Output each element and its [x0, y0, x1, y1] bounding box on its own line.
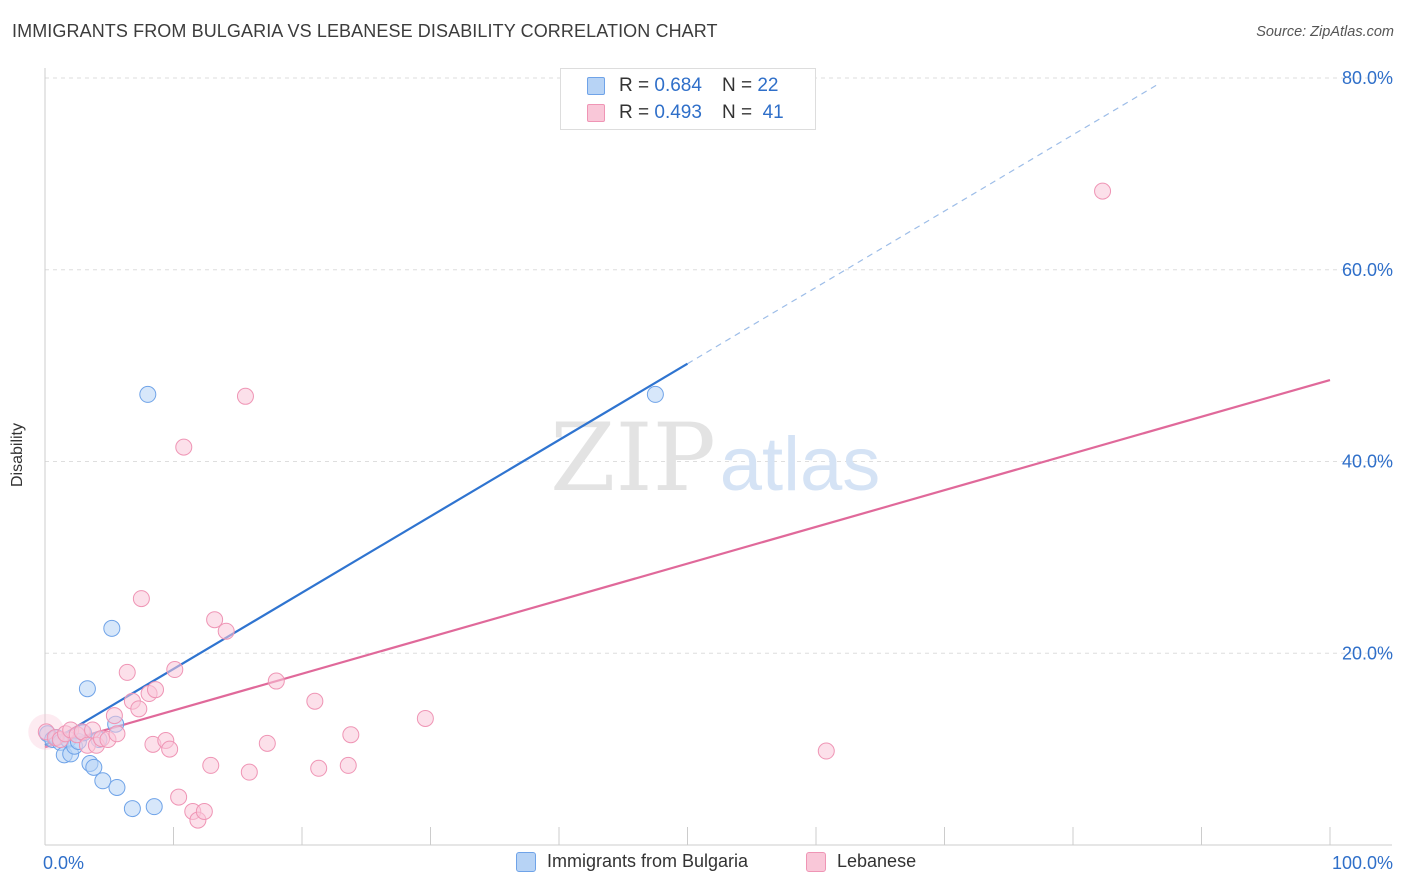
trend-lines — [44, 84, 1331, 749]
bulgaria-point — [85, 758, 103, 776]
lebanese-point — [206, 611, 224, 629]
lebanese-point — [342, 726, 360, 744]
y-tick-label: 40.0% — [1342, 452, 1393, 472]
y-tick-label: 80.0% — [1342, 68, 1393, 88]
lebanese-point — [258, 734, 276, 752]
bulgaria-point — [123, 800, 141, 818]
lebanese-point — [267, 672, 285, 690]
x-tick-label: 100.0% — [1332, 853, 1393, 873]
r-label: R = — [619, 75, 650, 96]
y-tick-labels: 20.0% 40.0% 60.0% 80.0% — [1342, 68, 1393, 663]
lebanese-point — [416, 709, 434, 727]
bulgaria-point — [94, 772, 112, 790]
chart-title: IMMIGRANTS FROM BULGARIA VS LEBANESE DIS… — [12, 21, 718, 41]
bulgaria-legend-swatch — [516, 851, 536, 872]
x-tick-labels: 0.0% 100.0% — [43, 853, 1393, 873]
lebanese-point — [105, 707, 123, 725]
r-value: 0.493 — [654, 102, 702, 123]
bulgaria-point — [139, 385, 157, 403]
n-value: 22 — [757, 75, 779, 96]
gridlines — [45, 77, 1392, 654]
lebanese-point — [195, 802, 213, 820]
lebanese-point — [236, 387, 254, 405]
n-label: N = — [721, 102, 753, 123]
lebanese-point — [161, 740, 179, 758]
watermark-atlas: atlas — [720, 422, 881, 507]
bulgaria-trend-line-extension — [687, 84, 1157, 365]
legend-row-bulgaria: R = 0.684 N = 22 — [587, 73, 778, 99]
lebanese-point — [310, 759, 328, 777]
lebanese-point — [166, 661, 184, 679]
lebanese-point — [108, 725, 126, 743]
lebanese-point — [118, 663, 136, 681]
lebanese-swatch — [587, 104, 605, 122]
watermark-zip: ZIP — [550, 404, 716, 513]
lebanese-legend-swatch — [806, 851, 826, 872]
lebanese-point — [339, 756, 357, 774]
lebanese-point — [217, 622, 235, 640]
bulgaria-trend-line — [44, 362, 689, 747]
r-value: 0.684 — [654, 75, 702, 96]
lebanese-point — [170, 788, 188, 806]
watermark: ZIP atlas — [550, 404, 880, 513]
bulgaria-point — [108, 778, 126, 796]
lebanese-point — [175, 438, 193, 456]
bulgaria-point — [646, 385, 664, 403]
bulgaria-point — [78, 680, 96, 698]
y-axis-label: Disability — [9, 422, 26, 488]
lebanese-point — [147, 681, 165, 699]
lebanese-point — [306, 692, 324, 710]
r-label: R = — [619, 102, 650, 123]
lebanese-point — [130, 700, 148, 718]
bulgaria-point — [103, 619, 121, 637]
source-label: Source: ZipAtlas.com — [1256, 24, 1394, 40]
data-points — [28, 182, 1112, 829]
n-value: 41 — [762, 102, 784, 123]
bottom-legend-lebanese: Lebanese — [806, 851, 916, 872]
axes — [44, 68, 1392, 846]
lebanese-trend-line — [44, 378, 1331, 749]
n-label: N = — [721, 75, 753, 96]
lebanese-point — [132, 590, 150, 608]
lebanese-point — [240, 763, 258, 781]
lebanese-point — [1094, 182, 1112, 200]
y-tick-label: 60.0% — [1342, 260, 1393, 280]
bottom-legend-bulgaria: Immigrants from Bulgaria — [516, 851, 748, 872]
lebanese-point — [817, 742, 835, 760]
x-tick-label: 0.0% — [43, 853, 84, 873]
correlation-legend: R = 0.684 N = 22 R = 0.493 N = 41 — [560, 68, 816, 130]
bulgaria-legend-label: Immigrants from Bulgaria — [547, 851, 749, 871]
lebanese-legend-label: Lebanese — [837, 851, 917, 871]
bulgaria-point — [145, 798, 163, 816]
lebanese-point — [202, 756, 220, 774]
y-tick-label: 20.0% — [1342, 643, 1393, 663]
bulgaria-swatch — [587, 77, 605, 95]
legend-row-lebanese: R = 0.493 N = 41 — [587, 100, 784, 126]
